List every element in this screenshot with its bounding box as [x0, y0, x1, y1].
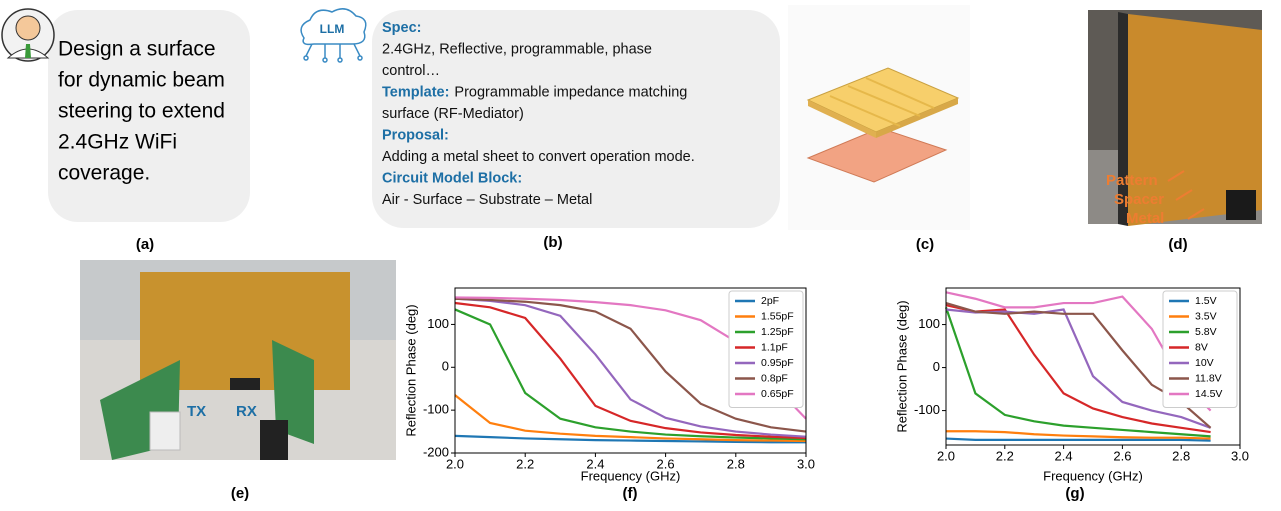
bubble-row: control…	[382, 63, 440, 79]
experiment-photo	[80, 260, 396, 460]
llm-label: LLM	[320, 22, 345, 36]
bubble-text: surface (RF-Mediator)	[382, 106, 524, 122]
bubble-row: Circuit Model Block:	[382, 170, 522, 186]
prompt-text: steering to extend	[58, 100, 225, 123]
prompt-text: 2.4GHz WiFi	[58, 131, 177, 154]
x-tick-label: 2.8	[727, 456, 745, 471]
x-tick-label: 3.0	[1231, 448, 1249, 463]
user-icon	[2, 9, 54, 61]
y-tick-label: 100	[427, 316, 449, 331]
bubble-row: surface (RF-Mediator)	[382, 106, 524, 122]
x-tick-label: 3.0	[797, 456, 815, 471]
photo-label: TX	[187, 403, 206, 420]
legend-label: 11.8V	[1195, 372, 1222, 384]
legend-label: 2pF	[761, 295, 779, 307]
y-tick-label: -100	[914, 402, 940, 417]
caption: (f)	[623, 485, 638, 502]
legend-label: 1.1pF	[761, 341, 788, 353]
bubble-row: Spec:	[382, 20, 422, 36]
bubble-row: 2.4GHz, Reflective, programmable, phase	[382, 41, 652, 57]
prompt-text: coverage.	[58, 162, 150, 185]
photo-label: Pattern	[1106, 172, 1158, 189]
legend-label: 1.5V	[1195, 295, 1217, 307]
bubble-heading: Template:	[382, 84, 449, 100]
x-axis-title: Frequency (GHz)	[581, 468, 681, 483]
y-axis-title: Reflection Phase (deg)	[403, 304, 418, 436]
y-tick-label: -200	[423, 444, 449, 459]
bubble-heading: Circuit Model Block:	[382, 170, 522, 186]
caption: (b)	[543, 234, 562, 251]
legend-label: 0.65pF	[761, 388, 794, 400]
bubble-row: Air - Surface – Substrate – Metal	[382, 192, 592, 208]
caption: (d)	[1168, 236, 1187, 253]
x-tick-label: 2.8	[1172, 448, 1190, 463]
bubble-text: Air - Surface – Substrate – Metal	[382, 192, 592, 208]
legend-label: 14.5V	[1195, 388, 1222, 400]
x-tick-label: 2.4	[1055, 448, 1073, 463]
x-axis-title: Frequency (GHz)	[1043, 468, 1143, 483]
caption: (g)	[1065, 485, 1084, 502]
bubble-text: Adding a metal sheet to convert operatio…	[382, 149, 695, 165]
y-tick-label: 0	[442, 359, 449, 374]
caption: (c)	[916, 236, 934, 253]
legend-label: 5.8V	[1195, 326, 1217, 338]
photo-label: RX	[236, 403, 257, 420]
x-tick-label: 2.2	[996, 448, 1014, 463]
legend-label: 0.8pF	[761, 372, 788, 384]
photo-label: Metal	[1126, 210, 1164, 227]
y-axis-title: Reflection Phase (deg)	[894, 300, 909, 432]
photo-label: Spacer	[1114, 191, 1164, 208]
bubble-text: 2.4GHz, Reflective, programmable, phase	[382, 41, 652, 57]
x-tick-label: 2.2	[516, 456, 534, 471]
x-tick-label: 2.0	[937, 448, 955, 463]
bubble-text: control…	[382, 63, 440, 79]
data-line	[946, 431, 1211, 438]
legend-label: 1.25pF	[761, 326, 794, 338]
surface-model	[788, 5, 970, 230]
y-tick-label: 100	[918, 316, 940, 331]
y-tick-label: -100	[423, 402, 449, 417]
bubble-row: Template: Programmable impedance matching	[382, 84, 687, 100]
legend-label: 3.5V	[1195, 310, 1217, 322]
x-tick-label: 2.6	[1113, 448, 1131, 463]
legend-label: 8V	[1195, 341, 1208, 353]
caption: (e)	[231, 485, 249, 502]
legend-label: 0.95pF	[761, 357, 794, 369]
legend-label: 1.55pF	[761, 310, 794, 322]
bubble-row: Adding a metal sheet to convert operatio…	[382, 149, 695, 165]
bubble-heading: Proposal:	[382, 127, 449, 143]
caption: (a)	[136, 236, 154, 253]
bubble-heading: Spec:	[382, 20, 422, 36]
legend-label: 10V	[1195, 357, 1214, 369]
prompt-text: Design a surface	[58, 38, 216, 61]
prompt-text: for dynamic beam	[58, 69, 225, 92]
bubble-row: Proposal:	[382, 127, 449, 143]
figure: Design a surface for dynamic beam steering…	[0, 0, 1281, 511]
bubble-text: Programmable impedance matching	[454, 84, 687, 100]
data-line	[946, 439, 1211, 441]
y-tick-label: 0	[933, 359, 940, 374]
